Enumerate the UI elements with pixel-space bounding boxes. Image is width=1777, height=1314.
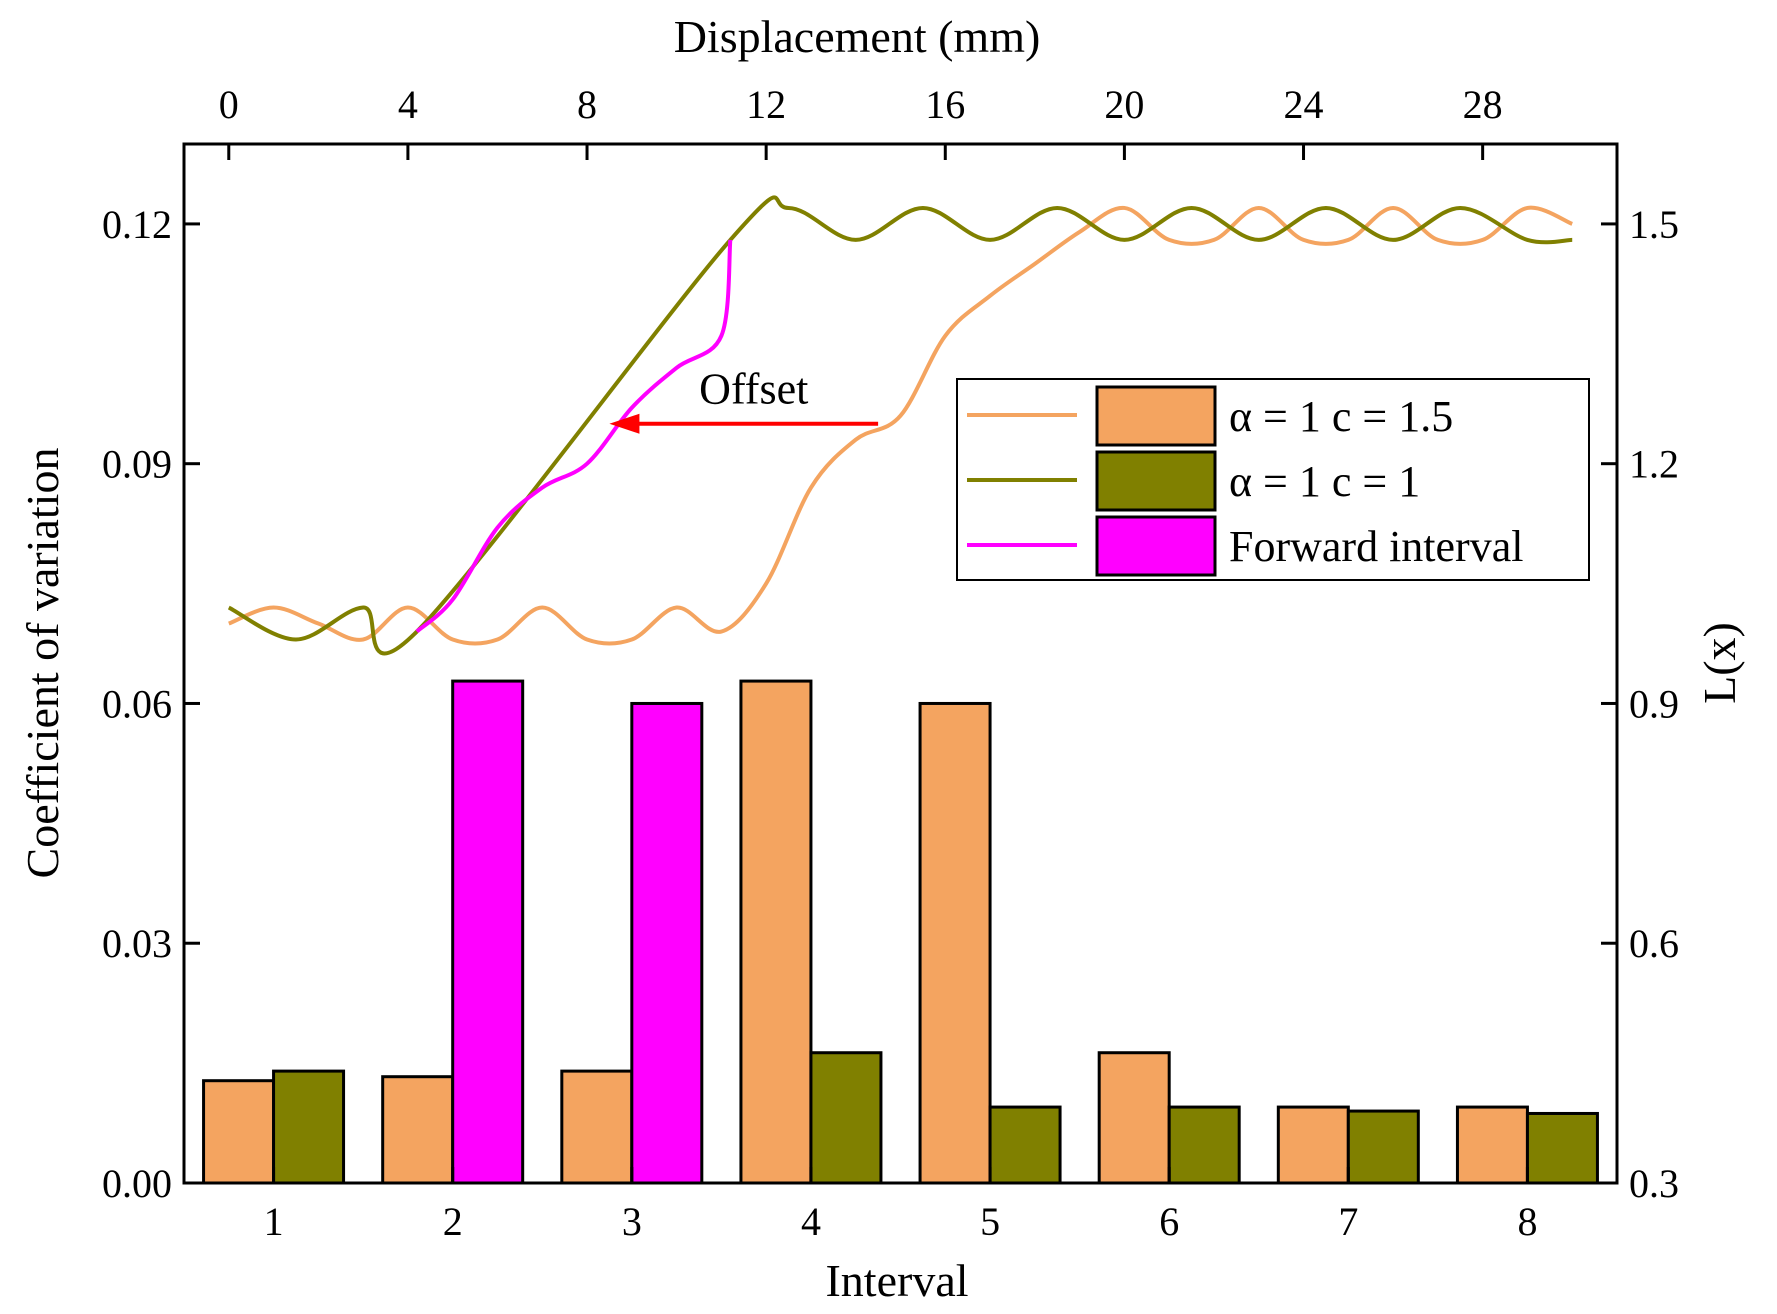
y-tick-label: 0.09 [102, 442, 172, 487]
x2-tick-label: 0 [219, 82, 239, 127]
bar-c15-1 [202, 1079, 276, 1185]
bar-right-1 [272, 1069, 346, 1185]
bar-c15-6 [1097, 1051, 1171, 1185]
line-c15 [228, 205, 1574, 646]
legend-bar-swatch [1095, 515, 1217, 577]
legend-label: α = 1 c = 1.5 [1229, 392, 1453, 441]
offset-annotation: Offset [699, 365, 808, 414]
bar-c15-5 [918, 701, 992, 1185]
bar-right-8 [1525, 1111, 1599, 1185]
x2-tick-label: 28 [1463, 82, 1503, 127]
y2-axis-title: L(x) [1694, 622, 1745, 704]
x-tick-label: 7 [1338, 1199, 1358, 1244]
y-tick-label: 0.06 [102, 681, 172, 726]
bar-right-2 [451, 679, 525, 1185]
bar-right-7 [1346, 1109, 1420, 1185]
bar-right-4 [809, 1051, 883, 1185]
bar-c15-4 [739, 679, 813, 1185]
legend-label: α = 1 c = 1 [1229, 457, 1420, 506]
x-tick-label: 4 [801, 1199, 821, 1244]
x2-tick-label: 4 [398, 82, 418, 127]
y-tick-label: 0.03 [102, 921, 172, 966]
line-c1 [227, 195, 1573, 656]
legend-bar-swatch [1095, 450, 1217, 512]
y2-tick-label: 0.9 [1629, 681, 1679, 726]
x2-tick-label: 24 [1284, 82, 1324, 127]
legend-label: Forward interval [1229, 522, 1523, 571]
bar-c15-2 [381, 1075, 455, 1185]
axes-group: 0.000.030.060.090.120.30.60.91.21.51 2 3 4 5… [102, 82, 1679, 1244]
y2-tick-label: 0.3 [1629, 1161, 1679, 1206]
x-tick-label: 2 [443, 1199, 463, 1244]
y2-tick-label: 1.2 [1629, 442, 1679, 487]
y-axis-title: Coefficient of variation [17, 448, 68, 879]
y-tick-label: 0.00 [102, 1161, 172, 1206]
x-tick-label: 3 [622, 1199, 642, 1244]
x-tick-label: 1 [264, 1199, 284, 1244]
x2-axis-title: Displacement (mm) [674, 11, 1041, 62]
x2-tick-label: 12 [746, 82, 786, 127]
axis-titles: Displacement (mm) Interval Coefficient o… [17, 11, 1745, 1306]
x2-tick-label: 16 [925, 82, 965, 127]
y2-tick-label: 1.5 [1629, 202, 1679, 247]
y-tick-label: 0.12 [102, 202, 172, 247]
plot-frame [182, 142, 1619, 1185]
bar-right-6 [1167, 1105, 1241, 1185]
legend-bar-swatch [1095, 385, 1217, 447]
x2-tick-label: 20 [1104, 82, 1144, 127]
plot-border [182, 142, 1619, 1185]
x-tick-label: 8 [1517, 1199, 1537, 1244]
bar-right-5 [988, 1105, 1062, 1185]
bar-c15-8 [1455, 1105, 1529, 1185]
annotation-group: Offset [609, 365, 879, 434]
legend: α = 1 c = 1.5 α = 1 c = 1 Forward interval [956, 378, 1590, 581]
x-axis-title: Interval [825, 1255, 968, 1306]
x2-tick-label: 8 [577, 82, 597, 127]
offset-arrow-head [609, 413, 640, 434]
bar-c15-7 [1276, 1105, 1350, 1185]
bar-c15-3 [560, 1069, 634, 1185]
x-tick-label: 6 [1159, 1199, 1179, 1244]
bar-group [202, 679, 1599, 1185]
line-forward [415, 239, 733, 634]
bar-right-3 [630, 701, 704, 1185]
x-tick-label: 5 [980, 1199, 1000, 1244]
y2-tick-label: 0.6 [1629, 921, 1679, 966]
line-group [227, 195, 1574, 656]
